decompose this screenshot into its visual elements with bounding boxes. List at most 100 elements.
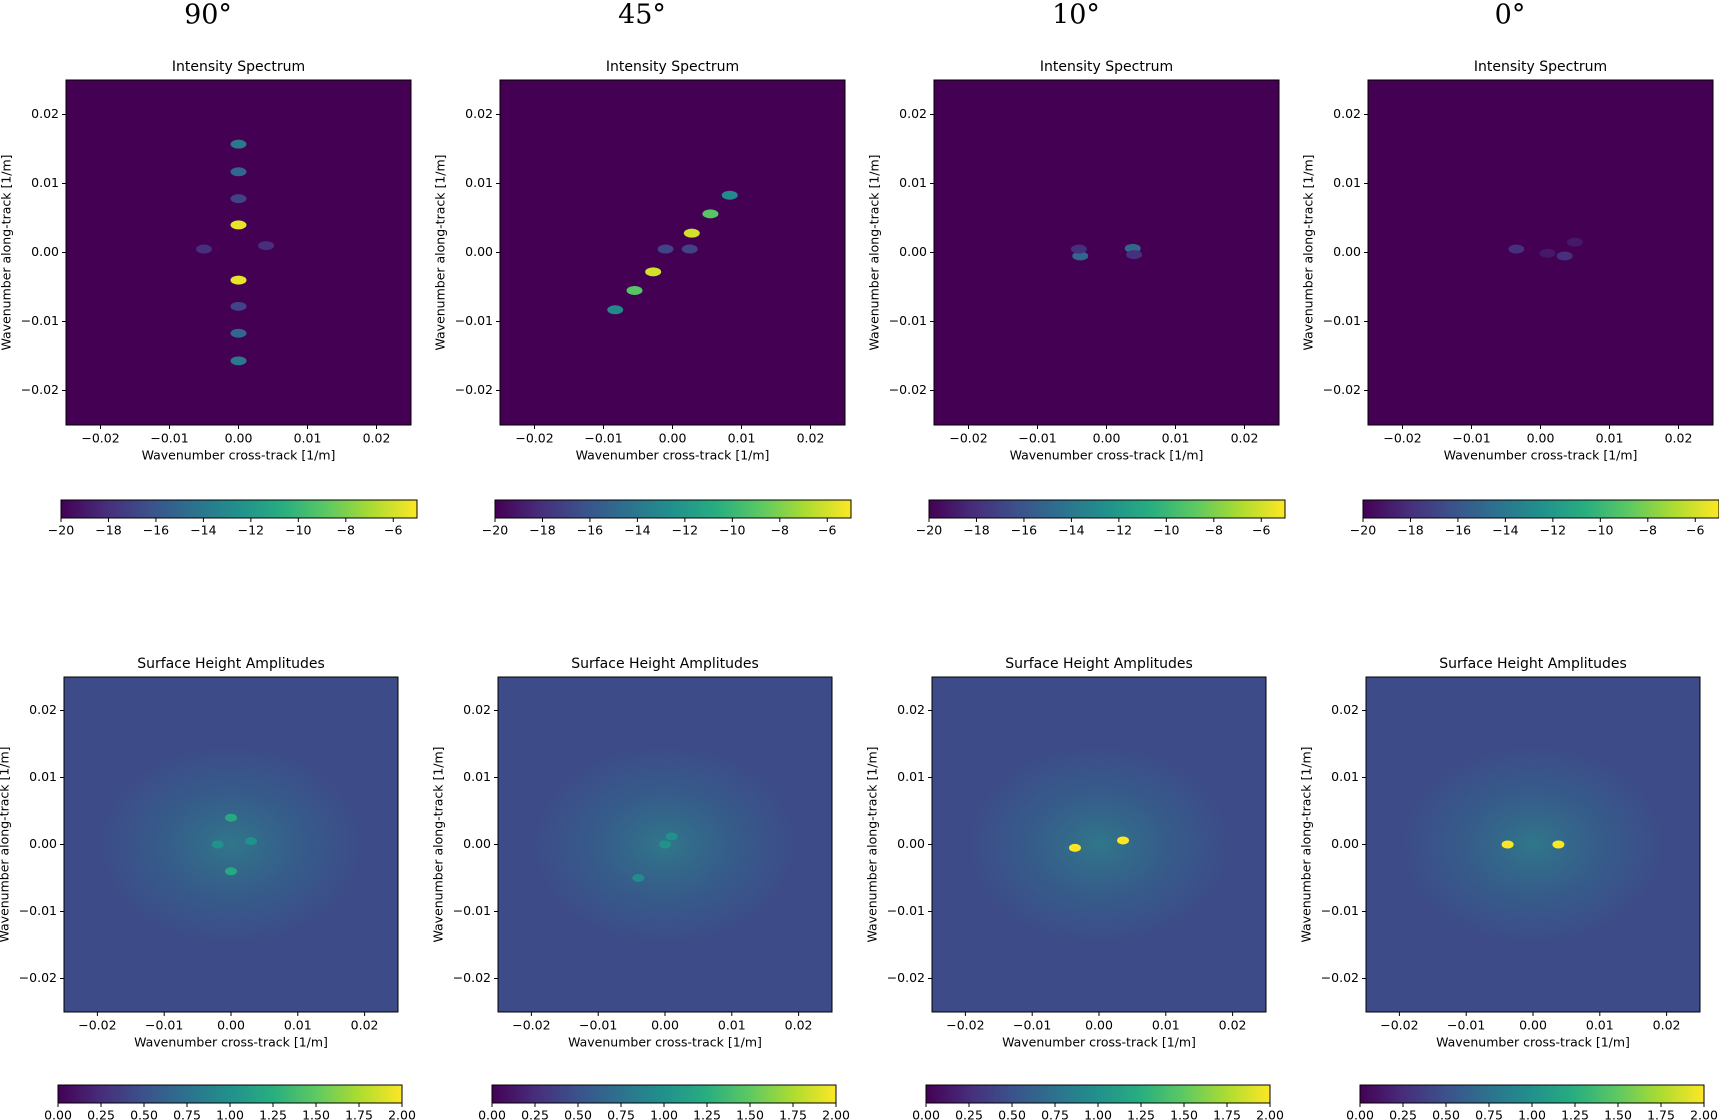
y-tick-label: 0.01 <box>463 769 491 784</box>
x-axis-label: Wavenumber cross-track [1/m] <box>576 448 770 463</box>
spot <box>230 301 247 311</box>
colorbar-tick-label: −16 <box>1445 523 1471 538</box>
y-tick-label: 0.00 <box>465 244 493 259</box>
heatmap-background <box>66 80 411 425</box>
y-tick-label: 0.00 <box>897 836 925 851</box>
y-tick-label: 0.00 <box>463 836 491 851</box>
colorbar-tick-label: 1.00 <box>216 1108 244 1120</box>
spot <box>1539 248 1556 258</box>
colorbar-tick-label: 1.50 <box>736 1108 764 1120</box>
spot <box>230 139 247 149</box>
x-tick-label: 0.02 <box>363 431 391 446</box>
colorbar-tick-label: −14 <box>624 523 650 538</box>
x-tick-label: 0.00 <box>225 431 253 446</box>
x-tick-label: −0.01 <box>584 431 622 446</box>
spot <box>1072 251 1089 261</box>
y-tick-label: 0.01 <box>899 175 927 190</box>
glow <box>1399 744 1667 945</box>
colorbar-tick-label: −12 <box>672 523 698 538</box>
y-tick-label: 0.01 <box>465 175 493 190</box>
colorbar-tick-label: 2.00 <box>1256 1108 1284 1120</box>
spot <box>1068 843 1081 852</box>
y-tick-label: 0.01 <box>29 769 57 784</box>
x-tick-label: −0.01 <box>145 1018 183 1033</box>
heatmap-background <box>500 80 845 425</box>
y-tick-label: −0.01 <box>19 903 57 918</box>
colorbar-tick-label: 2.00 <box>388 1108 416 1120</box>
x-tick-label: 0.02 <box>351 1018 379 1033</box>
colorbar-tick-label: 1.75 <box>1213 1108 1241 1120</box>
colorbar-tick-label: 1.00 <box>650 1108 678 1120</box>
y-tick-label: −0.01 <box>21 313 59 328</box>
x-tick-label: 0.00 <box>217 1018 245 1033</box>
colorbar-tick-label: 0.25 <box>1389 1108 1417 1120</box>
spot <box>657 244 674 254</box>
x-tick-label: −0.02 <box>512 1018 550 1033</box>
spot <box>607 305 624 315</box>
x-tick-label: 0.01 <box>1162 431 1190 446</box>
colorbar-tick-label: 2.00 <box>822 1108 850 1120</box>
y-tick-label: 0.02 <box>465 106 493 121</box>
colorbar-tick-label: 2.00 <box>1690 1108 1718 1120</box>
spot <box>1567 237 1583 247</box>
spot <box>659 840 671 849</box>
y-tick-label: −0.02 <box>1321 970 1359 985</box>
spot <box>1117 836 1130 845</box>
x-tick-label: 0.02 <box>1219 1018 1247 1033</box>
colorbar-tick-label: −20 <box>1350 523 1376 538</box>
colorbar-tick-label: 1.00 <box>1084 1108 1112 1120</box>
y-tick-label: 0.00 <box>29 836 57 851</box>
colorbar-tick-label: 0.00 <box>912 1108 940 1120</box>
column-title: 45° <box>618 0 666 31</box>
colorbar-tick-label: 1.50 <box>1604 1108 1632 1120</box>
x-tick-label: −0.02 <box>515 431 553 446</box>
y-axis-label: Wavenumber along-track [1/m] <box>431 746 446 942</box>
colorbar-tick-label: −20 <box>916 523 942 538</box>
x-tick-label: −0.01 <box>150 431 188 446</box>
spot <box>225 813 237 822</box>
colorbar-tick-label: 1.25 <box>1561 1108 1589 1120</box>
colorbar-tick-label: 0.00 <box>478 1108 506 1120</box>
y-tick-label: −0.01 <box>1321 903 1359 918</box>
spot <box>1126 250 1143 260</box>
column-title: 0° <box>1495 0 1526 31</box>
y-tick-label: 0.01 <box>1333 175 1361 190</box>
y-tick-label: 0.02 <box>897 702 925 717</box>
colorbar-tick-label: −16 <box>143 523 169 538</box>
panel-title: Surface Height Amplitudes <box>571 656 759 672</box>
colorbar-tick-label: 0.50 <box>998 1108 1026 1120</box>
y-tick-label: 0.02 <box>463 702 491 717</box>
y-tick-label: 0.00 <box>31 244 59 259</box>
spot <box>626 285 643 295</box>
spot <box>1508 244 1525 254</box>
x-tick-label: −0.02 <box>946 1018 984 1033</box>
x-tick-label: 0.02 <box>1665 431 1693 446</box>
y-tick-label: −0.01 <box>453 903 491 918</box>
colorbar-tick-label: 0.75 <box>607 1108 635 1120</box>
colorbar-tick-label: −8 <box>337 523 355 538</box>
y-tick-label: −0.02 <box>453 970 491 985</box>
spot <box>702 209 719 219</box>
x-tick-label: −0.01 <box>1452 431 1490 446</box>
colorbar-tick-label: −12 <box>238 523 264 538</box>
y-tick-label: 0.02 <box>29 702 57 717</box>
x-tick-label: 0.00 <box>1085 1018 1113 1033</box>
x-tick-label: −0.02 <box>949 431 987 446</box>
y-axis-label: Wavenumber along-track [1/m] <box>865 746 880 942</box>
spot <box>245 837 258 846</box>
y-axis-label: Wavenumber along-track [1/m] <box>1301 154 1316 350</box>
y-tick-label: −0.02 <box>21 382 59 397</box>
colorbar-tick-label: 0.50 <box>1432 1108 1460 1120</box>
x-tick-label: −0.02 <box>78 1018 116 1033</box>
spot <box>230 194 247 204</box>
colorbar-tick-label: −14 <box>1058 523 1084 538</box>
y-tick-label: 0.00 <box>899 244 927 259</box>
spot <box>211 840 224 849</box>
panel-title: Intensity Spectrum <box>1474 59 1607 75</box>
x-tick-label: 0.00 <box>1527 431 1555 446</box>
panel-title: Intensity Spectrum <box>606 59 739 75</box>
colorbar <box>928 499 1286 519</box>
colorbar-tick-label: −8 <box>771 523 789 538</box>
colorbar-tick-label: 0.75 <box>173 1108 201 1120</box>
